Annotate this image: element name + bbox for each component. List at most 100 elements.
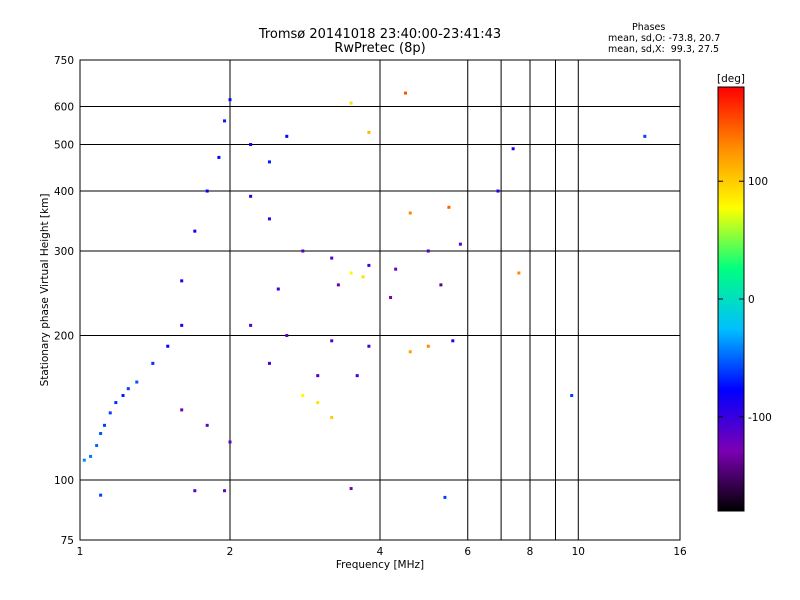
data-point: [180, 408, 184, 412]
data-point: [151, 361, 155, 365]
chart-title: Tromsø 20141018 23:40:00-23:41:43: [258, 27, 502, 42]
data-point: [193, 229, 197, 233]
grid-lines: [80, 60, 680, 540]
data-point: [180, 279, 184, 283]
data-point: [249, 143, 253, 147]
data-point: [99, 432, 103, 436]
data-point: [301, 249, 305, 253]
data-point: [114, 401, 118, 405]
data-point: [355, 374, 359, 378]
data-point: [276, 287, 280, 291]
data-point: [496, 189, 500, 193]
data-point: [349, 271, 353, 275]
data-point: [285, 134, 289, 138]
data-point: [121, 394, 125, 398]
data-point: [643, 134, 647, 138]
data-point: [389, 296, 393, 300]
data-point: [330, 415, 334, 419]
y-tick-label: 400: [54, 186, 74, 198]
data-point: [336, 283, 340, 287]
x-tick-label: 16: [673, 546, 687, 558]
chart-subtitle: RwPretec (8p): [334, 41, 426, 56]
data-point: [205, 189, 209, 193]
data-point: [511, 147, 515, 151]
y-axis-label: Stationary phase Virtual Height [km]: [39, 194, 51, 387]
data-point: [367, 130, 371, 134]
x-tick-label: 6: [464, 546, 471, 558]
data-point: [408, 350, 412, 354]
data-point: [367, 263, 371, 267]
phases-heading: Phases: [632, 22, 666, 33]
phases-o-stats: mean, sd,O: -73.8, 20.7: [608, 33, 721, 44]
data-point: [451, 339, 455, 343]
data-point: [316, 401, 320, 405]
data-point: [99, 493, 103, 497]
colorbar-tick-label: 0: [748, 294, 755, 306]
y-tick-label: 600: [54, 102, 74, 114]
data-point: [517, 271, 521, 275]
data-point: [408, 211, 412, 215]
data-point: [426, 249, 430, 253]
data-point: [330, 256, 334, 260]
data-point: [570, 394, 574, 398]
data-point: [267, 160, 271, 164]
data-point: [135, 380, 139, 384]
data-point: [349, 487, 353, 491]
data-point: [89, 454, 93, 458]
plot-frame: [79, 59, 681, 541]
data-point: [166, 344, 170, 348]
data-point: [205, 423, 209, 427]
data-point: [228, 98, 232, 102]
x-axis-ticks: 1 2 4 6 8 10 16: [77, 546, 687, 558]
data-point: [349, 101, 353, 105]
colorbar-label: [deg]: [717, 73, 745, 85]
y-tick-label: 300: [54, 246, 74, 258]
data-point: [458, 242, 462, 246]
data-point: [193, 489, 197, 493]
data-point: [223, 489, 227, 493]
data-point: [228, 440, 232, 444]
data-point: [249, 323, 253, 327]
data-point: [439, 283, 443, 287]
data-point: [103, 423, 107, 427]
data-point: [330, 339, 334, 343]
data-point: [180, 323, 184, 327]
x-tick-label: 4: [377, 546, 384, 558]
data-point: [447, 205, 451, 209]
data-point: [95, 444, 99, 448]
data-point: [443, 495, 447, 499]
data-point: [267, 217, 271, 221]
phases-x-stats: mean, sd,X: 99.3, 27.5: [608, 44, 720, 55]
x-tick-label: 1: [77, 546, 84, 558]
y-tick-label: 200: [54, 331, 74, 343]
data-point: [361, 275, 365, 279]
y-tick-label: 500: [54, 140, 74, 152]
colorbar-tick-label: -100: [748, 412, 772, 424]
data-point: [267, 361, 271, 365]
data-point: [126, 387, 130, 391]
y-tick-label: 100: [54, 475, 74, 487]
data-point: [316, 374, 320, 378]
data-point: [394, 267, 398, 271]
data-point: [285, 334, 289, 338]
data-point: [301, 394, 305, 398]
data-point: [367, 344, 371, 348]
colorbar-tick-label: 100: [748, 176, 768, 188]
y-axis-ticks: 75 100 200 300 400 500 600 750: [54, 55, 74, 547]
data-point: [403, 91, 407, 95]
data-point: [217, 155, 221, 159]
y-tick-label: 75: [61, 535, 74, 547]
data-point: [82, 458, 86, 462]
x-axis-label: Frequency [MHz]: [336, 559, 424, 571]
x-tick-label: 8: [527, 546, 534, 558]
data-point: [223, 119, 227, 123]
x-tick-label: 10: [572, 546, 585, 558]
scatter-points: [82, 91, 647, 499]
data-point: [249, 194, 253, 198]
data-point: [426, 344, 430, 348]
x-tick-label: 2: [227, 546, 234, 558]
y-tick-label: 750: [54, 55, 74, 67]
data-point: [108, 411, 112, 415]
colorbar-ticks: 100 0 -100: [718, 176, 772, 424]
